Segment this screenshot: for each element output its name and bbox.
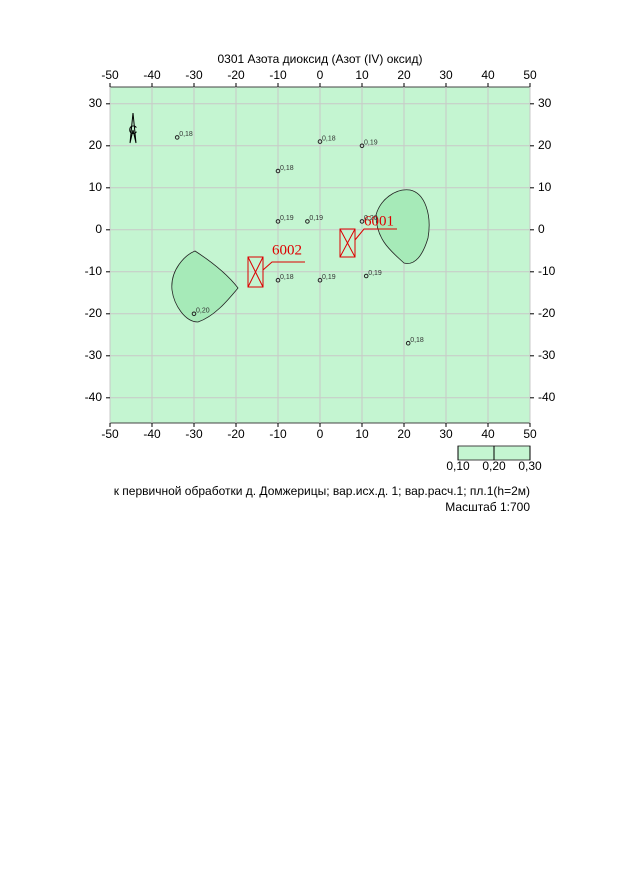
x-tick-label: 20 [397, 427, 411, 441]
source-leader [247, 256, 305, 288]
y-tick-label: 20 [538, 138, 552, 152]
x-tick-label: 10 [355, 68, 369, 82]
x-tick-label: -10 [269, 427, 287, 441]
source-rect [339, 228, 356, 258]
y-tick-label: 30 [538, 96, 552, 110]
point [275, 168, 281, 174]
point [405, 340, 411, 346]
scale-label: Масштаб 1:700 [445, 500, 530, 514]
y-tick-label: -40 [85, 390, 103, 404]
point [363, 273, 369, 279]
y-tick-label: 0 [538, 222, 545, 236]
x-tick-label: -40 [143, 68, 161, 82]
point-label: 0,20 [364, 215, 378, 222]
source-label: 6001 [364, 213, 394, 229]
x-tick-label: 50 [523, 68, 537, 82]
legend-tick-label: 0,20 [482, 459, 506, 473]
x-tick-label: -20 [227, 427, 245, 441]
point-label: 0,18 [280, 274, 294, 281]
point [359, 219, 365, 224]
source-rect [247, 256, 264, 288]
y-tick-label: -10 [85, 264, 103, 278]
legend-tick-label: 0,30 [518, 459, 542, 473]
isoline [171, 250, 239, 323]
x-tick-label: 50 [523, 427, 537, 441]
x-tick-label: -50 [101, 68, 119, 82]
point-label: 0,19 [280, 215, 294, 222]
x-tick-label: -10 [269, 68, 287, 82]
source-leader [339, 228, 397, 258]
point-label: 0,18 [280, 165, 294, 172]
y-tick-label: 20 [89, 138, 103, 152]
legend-tick-label: 0,10 [446, 459, 470, 473]
x-tick-label: 30 [439, 427, 453, 441]
point-label: 0,19 [322, 274, 336, 281]
y-tick-label: -10 [538, 264, 556, 278]
point-label: 0,19 [364, 140, 378, 147]
x-tick-label: 0 [317, 68, 324, 82]
y-tick-label: 10 [538, 180, 552, 194]
legend: 0,10 0,20 0,30 [446, 445, 542, 473]
x-tick-label: 40 [481, 427, 495, 441]
x-tick-label: 40 [481, 68, 495, 82]
isoline [375, 189, 430, 264]
chart-title: 0301 Азота диоксид (Азот (IV) оксид) [217, 52, 422, 66]
y-tick-label: -30 [538, 348, 556, 362]
point-label: 0,19 [368, 270, 382, 277]
point [359, 143, 365, 149]
compass: С [129, 112, 138, 144]
source-6001: 6001 [339, 213, 397, 258]
source-6002: 6002 [247, 242, 305, 288]
y-tick-label: 0 [95, 222, 102, 236]
compass-arrow [129, 112, 137, 144]
source-label: 6002 [272, 242, 302, 258]
y-tick-label: -20 [538, 306, 556, 320]
y-tick-label: 10 [89, 180, 103, 194]
y-tick-label: -20 [85, 306, 103, 320]
x-tick-label: -30 [185, 68, 203, 82]
y-tick-label: 30 [89, 96, 103, 110]
compass-label: С [129, 123, 138, 137]
point-label: 0,19 [309, 215, 323, 222]
x-tick-label: 0 [317, 427, 324, 441]
x-tick-label: -50 [101, 427, 119, 441]
point-label: 0,18 [179, 131, 193, 138]
x-tick-label: 20 [397, 68, 411, 82]
point [305, 219, 310, 224]
point [317, 277, 323, 283]
point-label: 0,18 [322, 135, 336, 142]
x-tick-label: 30 [439, 68, 453, 82]
point-label: 0,18 [410, 337, 424, 344]
x-tick-label: -20 [227, 68, 245, 82]
point-label: 0,20 [196, 308, 210, 315]
point [275, 277, 281, 283]
x-tick-label: 10 [355, 427, 369, 441]
point [275, 219, 281, 224]
y-tick-label: -40 [538, 390, 556, 404]
y-tick-label: -30 [85, 348, 103, 362]
point [174, 135, 180, 140]
footer: к первичной обработки д. Домжерицы; вар.… [114, 484, 530, 498]
point [317, 139, 323, 144]
x-tick-label: -40 [143, 427, 161, 441]
x-tick-label: -30 [185, 427, 203, 441]
point [191, 311, 197, 317]
